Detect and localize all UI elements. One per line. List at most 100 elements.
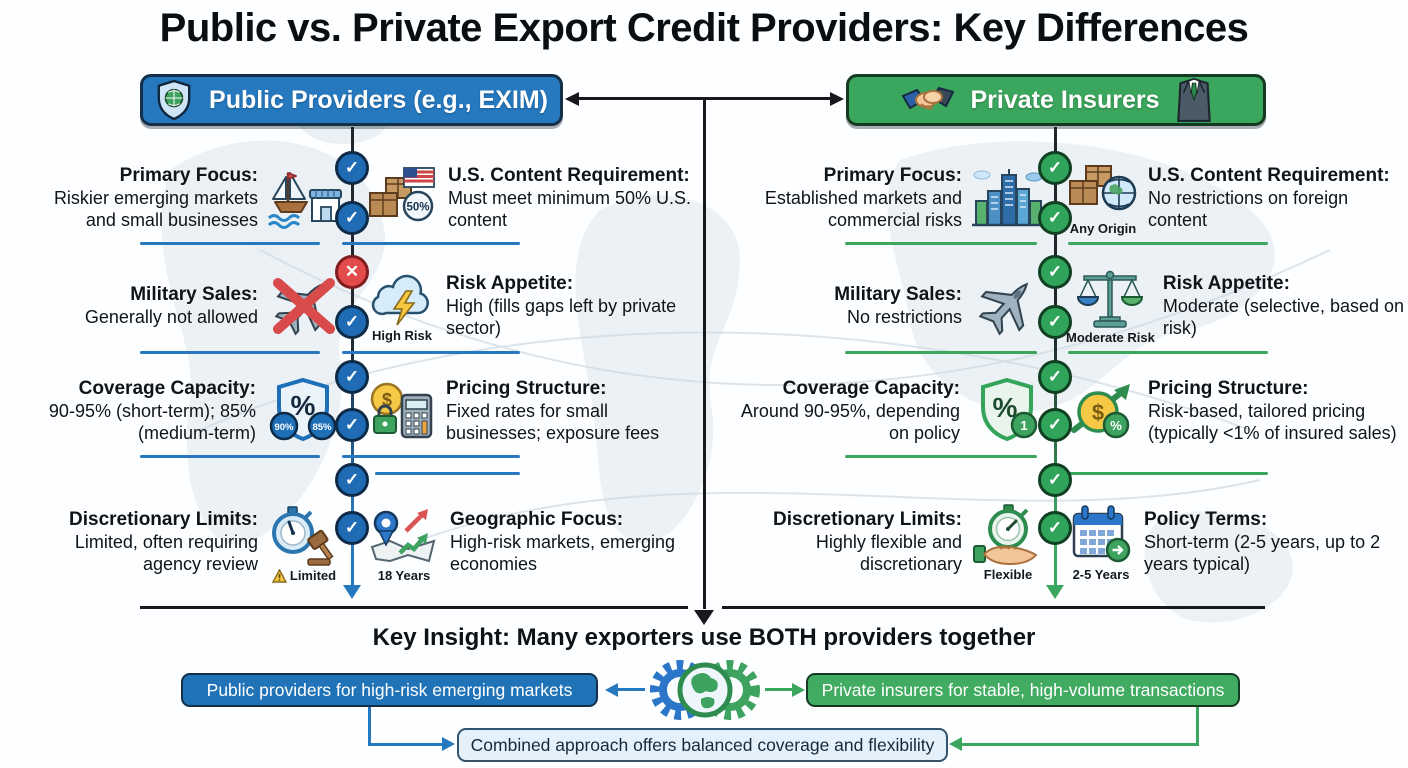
feature-title: Pricing Structure: bbox=[446, 378, 607, 400]
private-connector-arrow-icon bbox=[949, 737, 962, 751]
feature-desc: Short-term (2-5 years, up to 2 years typ… bbox=[1144, 532, 1381, 574]
public-connector-h bbox=[368, 743, 443, 746]
feature-text: Coverage Capacity: Around 90-95%, depend… bbox=[728, 378, 960, 444]
private-header-label: Private Insurers bbox=[970, 85, 1160, 114]
bottom-rule bbox=[140, 606, 688, 609]
handshake-icon bbox=[901, 86, 954, 110]
feature-text: U.S. Content Requirement: No restriction… bbox=[1148, 165, 1404, 231]
public-summary-label: Public providers for high-risk emerging … bbox=[206, 679, 573, 700]
feature-desc: High-risk markets, emerging economies bbox=[450, 532, 676, 574]
feature-text: Policy Terms: Short-term (2-5 years, up … bbox=[1144, 509, 1404, 575]
separator bbox=[1068, 472, 1268, 475]
feature-title: Risk Appetite: bbox=[1162, 273, 1290, 295]
feature-title: Coverage Capacity: bbox=[782, 378, 960, 400]
feature-text: Discretionary Limits: Highly flexible an… bbox=[728, 509, 962, 575]
feature-title: U.S. Content Requirement: bbox=[1148, 165, 1390, 187]
feature-title: Primary Focus: bbox=[119, 165, 258, 187]
shield-percent-glyph: % bbox=[291, 390, 316, 421]
feature-text: Primary Focus: Established markets and c… bbox=[728, 165, 962, 231]
check-icon bbox=[1038, 151, 1072, 185]
shield-percent-green-icon: % 1 bbox=[968, 377, 1046, 445]
coin-dollar-glyph: $ bbox=[382, 390, 392, 410]
separator bbox=[1068, 351, 1268, 354]
gear-arrow-left-line bbox=[617, 688, 645, 691]
public-discretionary-limits: Discretionary Limits: Limited, often req… bbox=[26, 486, 342, 598]
public-header: Public Providers (e.g., EXIM) bbox=[140, 74, 563, 126]
private-connector-h bbox=[962, 743, 1199, 746]
public-connector-arrow-icon bbox=[442, 737, 455, 751]
private-discretionary-limits: Discretionary Limits: Highly flexible an… bbox=[728, 486, 1046, 598]
combined-summary-box: Combined approach offers balanced covera… bbox=[457, 728, 948, 762]
icon-caption: 18 Years bbox=[377, 568, 431, 583]
public-pricing-structure: $ Pricing Structure: Fixed rates for sma… bbox=[366, 360, 698, 462]
icon-caption: Flexible bbox=[983, 567, 1033, 582]
public-summary-box: Public providers for high-risk emerging … bbox=[181, 673, 598, 707]
check-icon bbox=[1038, 360, 1072, 394]
feature-text: Pricing Structure: Risk-based, tailored … bbox=[1148, 378, 1404, 444]
check-icon bbox=[1038, 463, 1072, 497]
coin-dollar-glyph: $ bbox=[1092, 400, 1104, 425]
gear-arrow-right-line bbox=[765, 688, 793, 691]
separator bbox=[140, 455, 320, 458]
feature-desc: Fixed rates for small businesses; exposu… bbox=[446, 401, 660, 443]
jet-crossed-icon bbox=[266, 273, 342, 339]
check-icon bbox=[1038, 408, 1072, 442]
storm-cloud-icon: High Risk bbox=[366, 269, 438, 343]
public-spine-line bbox=[351, 127, 354, 585]
icon-caption: Limited bbox=[271, 568, 336, 583]
map-pin-arrows-icon: 18 Years bbox=[366, 501, 442, 583]
icon-caption: High Risk bbox=[372, 328, 432, 343]
public-military-sales: Military Sales: Generally not allowed bbox=[26, 258, 342, 354]
feature-desc: Established markets and commercial risks bbox=[764, 188, 962, 230]
check-icon bbox=[1038, 255, 1072, 289]
center-down-arrow-icon bbox=[694, 610, 714, 625]
feature-title: Military Sales: bbox=[834, 283, 962, 305]
arrow-left-icon bbox=[565, 91, 579, 106]
check-icon bbox=[1038, 305, 1072, 339]
public-risk-appetite: High Risk Risk Appetite: High (fills gap… bbox=[366, 258, 698, 354]
sailboat-storefront-icon bbox=[266, 167, 342, 229]
boxes-globe-icon: Any Origin bbox=[1066, 160, 1140, 236]
feature-title: Geographic Focus: bbox=[450, 509, 624, 531]
boxes-flag-icon: 50% bbox=[366, 166, 440, 230]
center-divider-line bbox=[703, 98, 706, 609]
check-icon bbox=[335, 408, 369, 442]
private-risk-appetite: Moderate Risk Risk Appetite: Moderate (s… bbox=[1066, 258, 1404, 354]
coin-growth-arrow-icon: $ % bbox=[1066, 378, 1140, 444]
gears-globe-icon bbox=[650, 660, 760, 720]
feature-desc: No restrictions bbox=[846, 307, 962, 328]
private-summary-label: Private insurers for stable, high-volume… bbox=[821, 679, 1225, 700]
feature-text: Discretionary Limits: Limited, often req… bbox=[26, 509, 258, 575]
page-title: Public vs. Private Export Credit Provide… bbox=[159, 6, 1249, 50]
separator bbox=[845, 455, 1037, 458]
feature-title: U.S. Content Requirement: bbox=[448, 165, 690, 187]
private-spine-line bbox=[1054, 127, 1057, 585]
public-spine-arrow-icon bbox=[343, 585, 361, 599]
feature-desc: Around 90-95%, depending on policy bbox=[740, 401, 960, 443]
private-coverage-capacity: Coverage Capacity: Around 90-95%, depend… bbox=[728, 360, 1046, 462]
private-military-sales: Military Sales: No restrictions bbox=[728, 258, 1046, 354]
badge-90-percent: 90% bbox=[274, 422, 294, 433]
check-icon bbox=[335, 511, 369, 545]
separator bbox=[375, 472, 520, 475]
feature-text: Primary Focus: Riskier emerging markets … bbox=[26, 165, 258, 231]
check-icon bbox=[1038, 511, 1072, 545]
separator bbox=[342, 455, 520, 458]
gear-arrow-left-icon bbox=[605, 682, 618, 697]
private-policy-terms: 2-5 Years Policy Terms: Short-term (2-5 … bbox=[1066, 486, 1404, 598]
gear-arrow-right-icon bbox=[792, 682, 805, 697]
feature-desc: 90-95% (short-term); 85% (medium-term) bbox=[48, 401, 256, 443]
public-connector-v bbox=[368, 707, 371, 746]
feature-text: Pricing Structure: Fixed rates for small… bbox=[446, 378, 698, 444]
feature-text: Coverage Capacity: 90-95% (short-term); … bbox=[26, 378, 256, 444]
warning-icon bbox=[271, 568, 287, 583]
check-icon bbox=[335, 305, 369, 339]
feature-title: Risk Appetite: bbox=[446, 273, 574, 295]
check-icon bbox=[335, 201, 369, 235]
feature-text: Risk Appetite: Moderate (selective, base… bbox=[1163, 273, 1404, 339]
feature-desc: Riskier emerging markets and small busin… bbox=[53, 188, 258, 230]
jet-icon bbox=[970, 273, 1046, 339]
private-primary-focus: Primary Focus: Established markets and c… bbox=[728, 150, 1046, 246]
icon-caption: Any Origin bbox=[1069, 221, 1137, 236]
